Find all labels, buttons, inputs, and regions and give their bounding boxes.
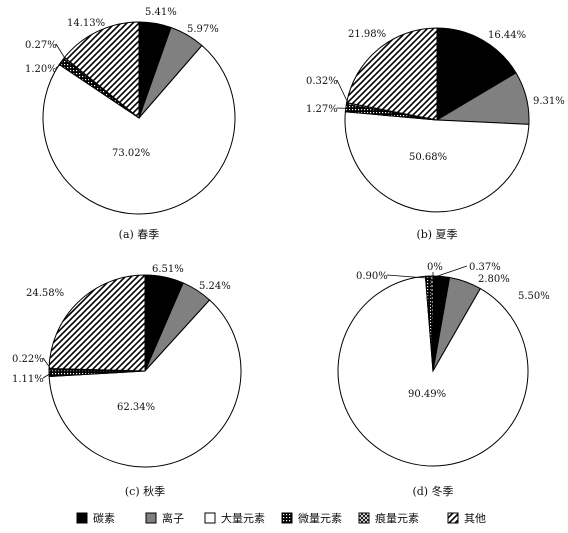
- slice-label-micro: 1.11%: [12, 374, 44, 385]
- pie-panel: 16.44% 9.31% 50.68% 1.27% 0.32% 21.98% (b) 夏季: [306, 27, 565, 241]
- slice-label-micro: 0.90%: [356, 271, 388, 282]
- slice-label-macro: 50.68%: [409, 152, 447, 163]
- pie-slice-carbon: [436, 27, 517, 121]
- leader-line: [386, 274, 429, 279]
- slice-label-carbon: 6.51%: [152, 264, 184, 275]
- slice-label-carbon: 2.80%: [478, 274, 510, 285]
- pie-panel: 6.51% 5.24% 62.34% 1.11% 0.22% 24.58% (c) 秋季: [12, 264, 242, 498]
- slice-label-ion: 5.97%: [187, 24, 219, 35]
- legend-swatch: [447, 512, 459, 524]
- leader-line: [431, 265, 468, 279]
- legend-swatch: [76, 512, 88, 524]
- legend-item-micro: 微量元素: [281, 511, 342, 525]
- pie-slice-other: [346, 27, 438, 121]
- slice-label-other: 21.98%: [348, 29, 386, 40]
- pie-slice-macro: [42, 44, 236, 215]
- slice-label-other: 24.58%: [26, 288, 64, 299]
- legend-item-carbon: 碳素: [76, 511, 115, 525]
- slice-label-trace: 0.22%: [12, 354, 44, 365]
- legend: 碳素 离子 大量元素 微量元素 痕量元素 其他: [76, 511, 486, 525]
- legend-item-macro: 大量元素: [204, 511, 265, 525]
- legend-item-other: 其他: [447, 512, 486, 525]
- slice-label-micro: 1.20%: [25, 64, 57, 75]
- slice-label-trace: 0.32%: [306, 76, 338, 87]
- pie-slice-macro: [337, 275, 529, 467]
- panel-caption: (b) 夏季: [416, 228, 457, 241]
- slice-label-other: 0%: [427, 262, 443, 273]
- pie-slice-macro: [48, 299, 242, 468]
- pie-slice-other: [48, 274, 146, 372]
- leader-line: [55, 62, 64, 69]
- legend-label: 离子: [162, 511, 184, 525]
- pie-slice-other: [63, 21, 140, 120]
- slice-label-carbon: 5.41%: [145, 7, 177, 18]
- slice-label-ion: 5.50%: [518, 291, 550, 302]
- leader-line: [55, 43, 66, 60]
- leader-line: [42, 372, 52, 379]
- legend-label: 大量元素: [221, 511, 265, 525]
- slice-label-other: 14.13%: [67, 18, 105, 29]
- legend-label: 微量元素: [298, 511, 342, 525]
- pie-panel: 2.80% 5.50% 90.49% 0.90% 0.37% 0% (d) 冬季: [337, 262, 550, 498]
- legend-label: 碳素: [93, 511, 115, 525]
- legend-label: 其他: [464, 512, 486, 525]
- panel-caption: (d) 冬季: [412, 484, 453, 498]
- leader-line: [42, 357, 52, 370]
- slice-label-carbon: 16.44%: [488, 30, 526, 41]
- pie-panel: 5.41% 5.97% 73.02% 1.20% 0.27% 14.13% (a) 春季: [25, 7, 236, 241]
- legend-item-ion: 离子: [145, 511, 184, 525]
- panel-caption: (c) 秋季: [125, 484, 165, 498]
- leader-line: [336, 79, 349, 105]
- legend-swatch: [145, 512, 157, 524]
- slice-label-trace: 0.27%: [25, 40, 57, 51]
- slice-label-ion: 5.24%: [199, 281, 231, 292]
- slice-label-ion: 9.31%: [533, 96, 565, 107]
- legend-label: 痕量元素: [375, 511, 419, 525]
- legend-swatch: [358, 512, 370, 524]
- panel-caption: (a) 春季: [119, 228, 160, 241]
- legend-item-trace: 痕量元素: [358, 511, 419, 525]
- slice-label-macro: 62.34%: [117, 402, 155, 413]
- slice-label-macro: 73.02%: [112, 148, 150, 159]
- legend-swatch: [204, 512, 216, 524]
- slice-label-micro: 1.27%: [306, 104, 338, 115]
- slice-label-macro: 90.49%: [408, 389, 446, 400]
- pie-slice-macro: [344, 111, 530, 213]
- slice-label-trace: 0.37%: [469, 262, 501, 273]
- legend-swatch: [281, 512, 293, 524]
